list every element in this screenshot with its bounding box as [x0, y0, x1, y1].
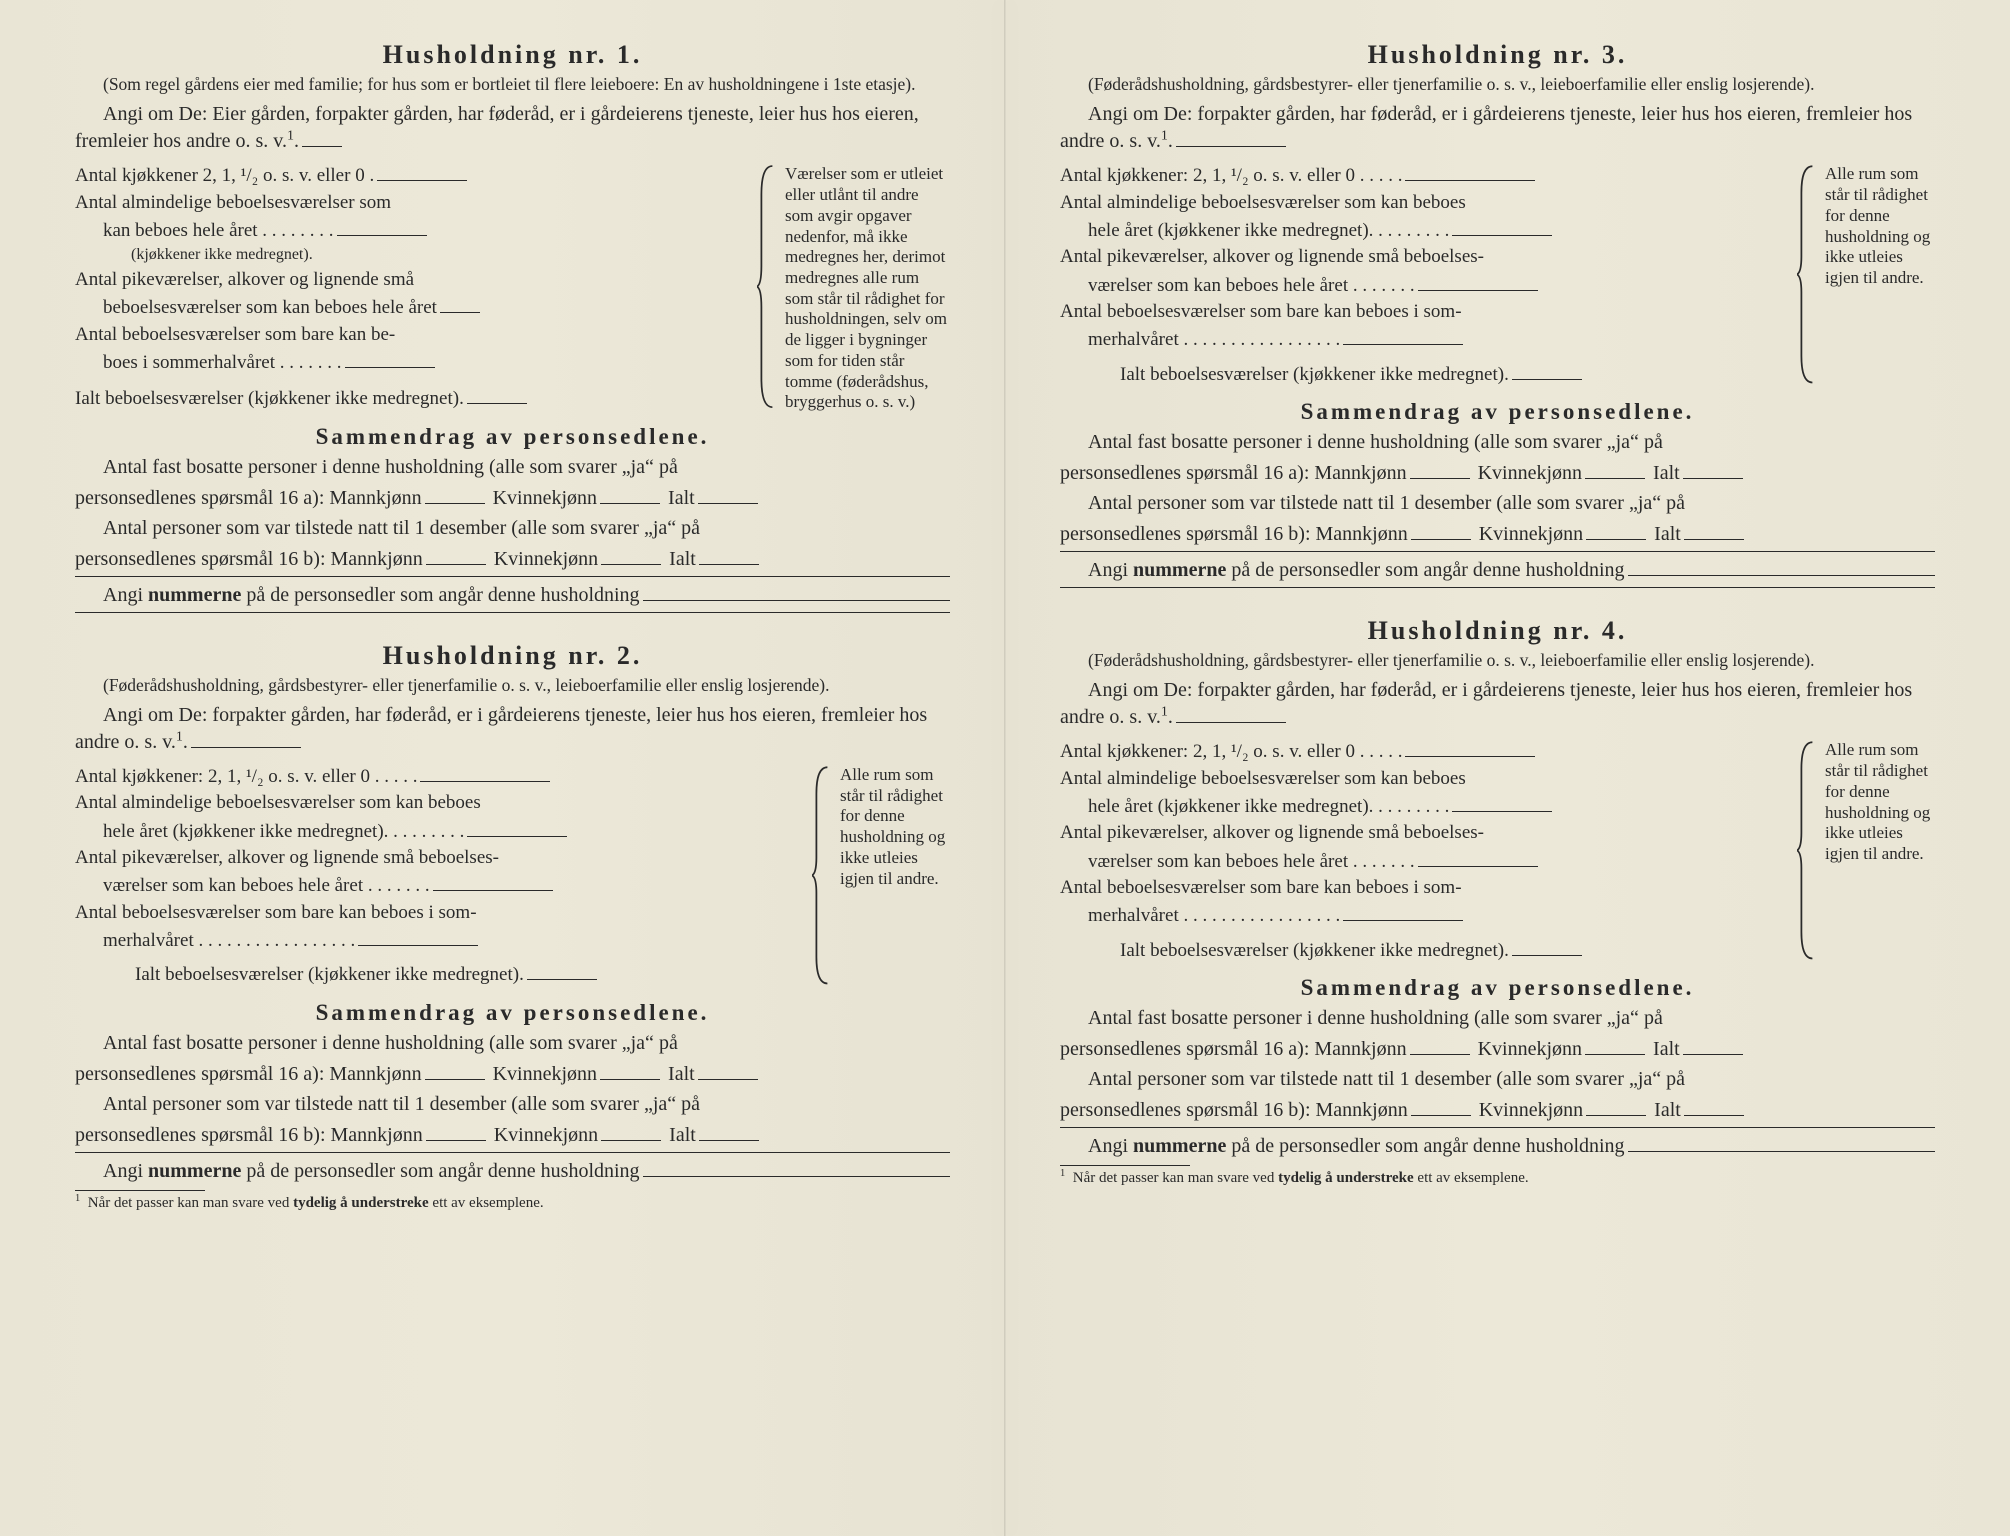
household-1: Husholdning nr. 1. (Som regel gårdens ei… — [75, 40, 950, 613]
household-1-subnote: (Som regel gårdens eier med familie; for… — [75, 74, 950, 95]
household-4-rows: Antal kjøkkener: 2, 1, ¹/₂ o. s. v. elle… — [1060, 736, 1935, 965]
household-2-title: Husholdning nr. 2. — [75, 641, 950, 671]
household-1-rows: Antal kjøkkener 2, 1, ¹/₂ o. s. v. eller… — [75, 160, 950, 413]
page-fold — [1004, 0, 1006, 1536]
household-1-sidenote: Værelser som er utleiet eller utlånt til… — [785, 160, 950, 413]
household-2-sidenote: Alle rum som står til rådighet for denne… — [840, 761, 950, 889]
household-2-rows: Antal kjøkkener: 2, 1, ¹/₂ o. s. v. elle… — [75, 761, 950, 990]
right-page: Husholdning nr. 3. (Føderådshusholdning,… — [1005, 0, 2010, 1536]
summary-title-1: Sammendrag av personsedlene. — [75, 424, 950, 450]
household-4-title: Husholdning nr. 4. — [1060, 616, 1935, 646]
household-1-angi: Angi om De: Eier gården, forpakter gårde… — [75, 101, 950, 154]
brace-icon — [812, 765, 834, 986]
household-3: Husholdning nr. 3. (Føderådshusholdning,… — [1060, 40, 1935, 588]
divider — [1060, 587, 1935, 588]
footnote-left: 1 Når det passer kan man svare ved tydel… — [75, 1193, 950, 1212]
divider-short — [1060, 1165, 1190, 1166]
household-4: Husholdning nr. 4. (Føderådshusholdning,… — [1060, 616, 1935, 1187]
divider — [75, 1152, 950, 1153]
divider — [1060, 1127, 1935, 1128]
footnote-right: 1 Når det passer kan man svare ved tydel… — [1060, 1168, 1935, 1187]
brace-icon — [757, 164, 779, 409]
household-2: Husholdning nr. 2. (Føderådshusholdning,… — [75, 641, 950, 1212]
household-1-title: Husholdning nr. 1. — [75, 40, 950, 70]
brace-icon — [1797, 740, 1819, 961]
divider — [75, 576, 950, 577]
divider-short — [75, 1190, 205, 1191]
left-page: Husholdning nr. 1. (Som regel gårdens ei… — [0, 0, 1005, 1536]
divider — [1060, 551, 1935, 552]
household-3-title: Husholdning nr. 3. — [1060, 40, 1935, 70]
divider — [75, 612, 950, 613]
brace-icon — [1797, 164, 1819, 385]
household-3-rows: Antal kjøkkener: 2, 1, ¹/₂ o. s. v. elle… — [1060, 160, 1935, 389]
